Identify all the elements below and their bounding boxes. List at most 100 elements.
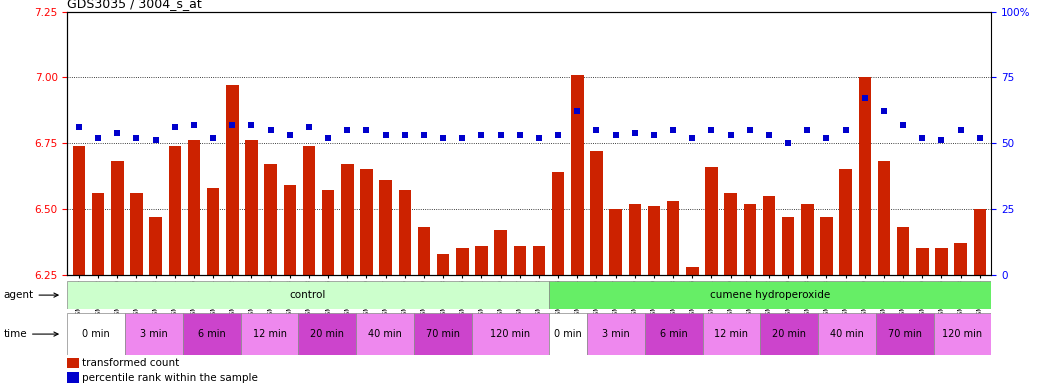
Bar (876, 313, 933, 355)
Text: 3 min: 3 min (602, 329, 630, 339)
Text: GDS3035 / 3004_s_at: GDS3035 / 3004_s_at (67, 0, 202, 10)
Point (320, 135, 336, 141)
Point (933, 137, 950, 144)
Bar (609, 209, 622, 275)
Point (339, 127, 356, 133)
Text: 12 min: 12 min (252, 329, 286, 339)
Bar (417, 227, 430, 275)
Bar (283, 185, 296, 275)
Point (646, 132, 662, 138)
Bar (67, 281, 549, 309)
Bar (475, 246, 488, 275)
Bar (303, 146, 316, 275)
Point (301, 124, 318, 130)
Bar (67, 372, 79, 382)
Bar (226, 85, 239, 275)
Point (914, 135, 931, 141)
Text: 20 min: 20 min (772, 329, 807, 339)
Text: 0 min: 0 min (82, 329, 110, 339)
Bar (588, 313, 645, 355)
Bar (92, 193, 105, 275)
Point (684, 135, 701, 141)
Point (627, 129, 644, 136)
Bar (629, 204, 641, 275)
Bar (494, 230, 507, 275)
Point (224, 122, 241, 128)
Bar (549, 313, 588, 355)
Bar (686, 266, 699, 275)
Point (607, 132, 624, 138)
Point (147, 137, 164, 144)
Point (799, 127, 816, 133)
Bar (471, 313, 549, 355)
Point (109, 129, 126, 136)
Point (263, 127, 279, 133)
Point (761, 132, 777, 138)
Bar (666, 201, 679, 275)
Text: percentile rank within the sample: percentile rank within the sample (82, 372, 258, 383)
Text: control: control (290, 290, 326, 300)
Bar (532, 246, 545, 275)
Point (856, 95, 873, 101)
Point (397, 132, 413, 138)
Bar (241, 313, 299, 355)
Bar (571, 74, 583, 275)
Point (512, 132, 528, 138)
Bar (818, 313, 876, 355)
Point (722, 132, 739, 138)
Bar (456, 248, 468, 275)
Bar (514, 246, 526, 275)
Text: cumene hydroperoxide: cumene hydroperoxide (710, 290, 830, 300)
Bar (207, 188, 219, 275)
Point (415, 132, 432, 138)
Bar (360, 169, 373, 275)
Bar (974, 209, 986, 275)
Point (281, 132, 298, 138)
Bar (760, 313, 818, 355)
Bar (437, 253, 449, 275)
Text: 6 min: 6 min (660, 329, 687, 339)
Bar (725, 193, 737, 275)
Bar (897, 227, 909, 275)
Text: 40 min: 40 min (368, 329, 402, 339)
Bar (111, 161, 124, 275)
Point (550, 132, 567, 138)
Bar (645, 313, 703, 355)
Bar (380, 180, 392, 275)
Bar (188, 141, 200, 275)
Bar (549, 281, 991, 309)
Bar (878, 161, 891, 275)
Text: 12 min: 12 min (714, 329, 748, 339)
Bar (130, 193, 142, 275)
Bar (801, 204, 814, 275)
Point (473, 132, 490, 138)
Point (589, 127, 605, 133)
Point (818, 135, 835, 141)
Bar (763, 195, 775, 275)
Bar (245, 141, 257, 275)
Bar (414, 313, 471, 355)
Bar (322, 190, 334, 275)
Bar (342, 164, 354, 275)
Text: 20 min: 20 min (310, 329, 345, 339)
Text: 40 min: 40 min (830, 329, 864, 339)
Point (703, 127, 719, 133)
Text: 120 min: 120 min (943, 329, 983, 339)
Point (838, 127, 854, 133)
Bar (703, 313, 760, 355)
Text: 70 min: 70 min (887, 329, 922, 339)
Point (358, 127, 375, 133)
Bar (299, 313, 356, 355)
Bar (126, 313, 183, 355)
Point (530, 135, 547, 141)
Bar (149, 217, 162, 275)
Text: agent: agent (3, 290, 58, 300)
Bar (356, 313, 414, 355)
Bar (67, 358, 79, 368)
Point (952, 127, 968, 133)
Bar (168, 146, 181, 275)
Text: 120 min: 120 min (490, 329, 530, 339)
Point (664, 127, 681, 133)
Bar (917, 248, 929, 275)
Bar (954, 243, 966, 275)
